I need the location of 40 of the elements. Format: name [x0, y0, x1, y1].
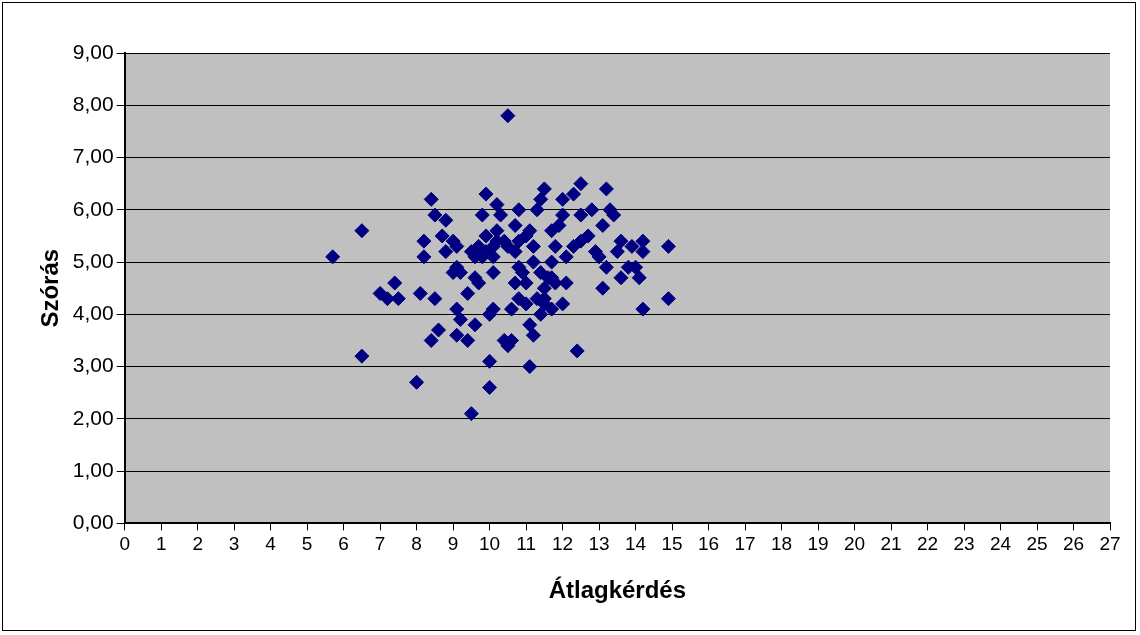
x-tick-label: 10 — [479, 533, 501, 555]
x-tick-label: 19 — [807, 533, 829, 555]
x-tick-label: 22 — [916, 533, 939, 555]
x-tick-label: 27 — [1099, 533, 1121, 555]
x-tick-label: 23 — [953, 533, 975, 555]
x-tick-label: 9 — [447, 533, 459, 555]
y-tick-label: 6,00 — [72, 196, 114, 220]
y-tick-label: 3,00 — [72, 353, 114, 377]
x-tick-label: 21 — [880, 533, 902, 555]
x-tick-label: 16 — [698, 533, 720, 555]
x-tick-label: 15 — [661, 533, 683, 555]
x-tick-label: 4 — [265, 533, 277, 555]
x-tick-label: 5 — [301, 533, 313, 555]
x-tick-label: 7 — [374, 533, 386, 555]
x-tick-label: 18 — [770, 533, 793, 555]
x-tick-label: 6 — [338, 533, 349, 555]
x-tick-label: 13 — [588, 533, 610, 555]
y-tick-label: 2,00 — [72, 405, 114, 429]
x-tick-label: 17 — [734, 533, 756, 555]
x-axis-title: Átlagkérdés — [548, 576, 687, 604]
y-tick-label: 8,00 — [72, 92, 114, 116]
y-tick-label: 9,00 — [72, 39, 114, 63]
x-tick-label: 3 — [228, 533, 240, 555]
y-tick-label: 5,00 — [72, 248, 114, 272]
x-tick-label: 26 — [1062, 533, 1085, 555]
x-tick-label: 1 — [155, 533, 167, 555]
y-tick-label: 0,00 — [72, 510, 114, 534]
y-tick-label: 4,00 — [72, 301, 114, 325]
y-tick-label: 1,00 — [72, 457, 114, 481]
x-tick-label: 8 — [411, 533, 422, 555]
x-tick-label: 0 — [119, 533, 130, 555]
y-axis-title: Szórás — [36, 248, 64, 328]
x-tick-label: 2 — [192, 533, 203, 555]
x-tick-label: 25 — [1026, 533, 1048, 555]
x-tick-label: 14 — [625, 533, 647, 555]
x-tick-label: 12 — [552, 533, 574, 555]
x-tick-label: 11 — [516, 533, 536, 555]
x-tick-label: 20 — [843, 533, 866, 555]
y-tick-label: 7,00 — [72, 144, 114, 168]
x-tick-label: 24 — [989, 533, 1012, 555]
